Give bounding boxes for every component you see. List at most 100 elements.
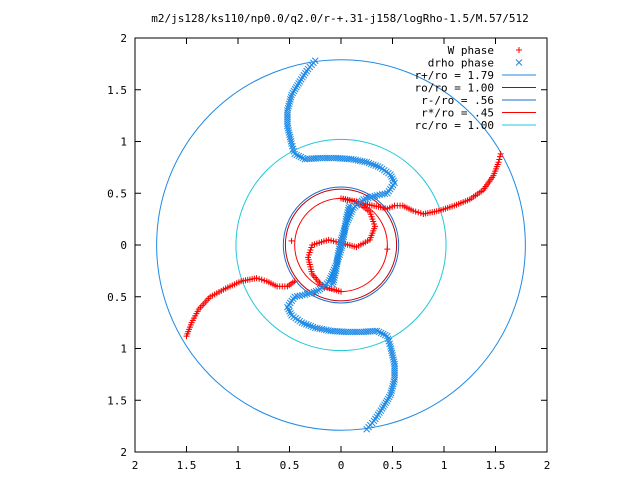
data-point <box>364 194 372 202</box>
data-point <box>387 345 395 352</box>
data-point <box>303 290 311 298</box>
data-point <box>381 401 388 409</box>
x-tick-label: 1.5 <box>486 459 506 472</box>
data-point <box>372 162 380 170</box>
data-point <box>285 100 293 108</box>
data-point <box>325 278 332 286</box>
data-point <box>258 276 265 283</box>
y-tick-label: 0.5 <box>107 187 127 200</box>
data-point <box>516 47 522 53</box>
y-tick-label: 0 <box>120 239 127 252</box>
data-point <box>288 91 295 99</box>
legend-label: W phase <box>448 44 494 57</box>
data-point <box>345 202 353 210</box>
data-point <box>288 237 295 244</box>
data-point <box>299 291 306 299</box>
legend-label: drho phase <box>428 57 494 70</box>
data-point <box>285 102 292 110</box>
data-point <box>294 81 301 89</box>
y-tick-label: 2 <box>120 32 127 45</box>
data-point <box>328 270 336 278</box>
data-point <box>496 156 503 163</box>
data-point <box>367 160 375 168</box>
data-point <box>289 89 297 97</box>
data-point <box>326 276 333 284</box>
reference-circle <box>156 59 526 431</box>
data-point <box>311 324 319 332</box>
data-point <box>291 85 299 93</box>
y-tick-label: 1 <box>120 136 127 149</box>
data-point <box>495 159 502 166</box>
data-point <box>496 153 503 160</box>
reference-circle <box>282 186 400 304</box>
legend-label: r-/ro = .56 <box>421 94 494 107</box>
data-point <box>381 190 389 198</box>
data-point <box>387 171 394 178</box>
y-tick-label: 2 <box>120 446 127 459</box>
data-point <box>383 189 391 197</box>
data-point <box>263 278 270 285</box>
data-point <box>497 150 504 157</box>
legend-label: r+/ro = 1.79 <box>415 69 494 82</box>
x-tick-label: 1 <box>235 459 242 472</box>
data-point <box>410 207 417 214</box>
x-axis: 2 1.5 1 0.5 0 0.5 1 1.5 2 <box>132 38 550 472</box>
data-point <box>292 83 300 91</box>
legend-label: rc/ro = 1.00 <box>415 119 494 132</box>
data-point <box>389 382 397 390</box>
data-point <box>301 291 309 299</box>
data-point <box>286 307 293 315</box>
data-point <box>333 260 340 267</box>
data-point <box>306 289 313 297</box>
data-point <box>373 191 381 199</box>
data-point <box>327 272 335 280</box>
data-point <box>377 329 385 337</box>
data-point <box>369 193 376 201</box>
series-layer <box>183 57 504 433</box>
data-point <box>388 385 396 392</box>
x-tick-label: 1.5 <box>177 459 197 472</box>
data-point <box>290 87 298 95</box>
data-point <box>363 158 371 166</box>
data-point <box>302 320 310 328</box>
data-point <box>333 257 341 265</box>
x-tick-label: 1 <box>441 459 448 472</box>
data-point <box>309 323 317 331</box>
y-tick-label: 1.5 <box>107 394 127 407</box>
data-point <box>376 191 383 199</box>
data-point <box>291 293 299 301</box>
data-point <box>332 262 340 270</box>
data-point <box>330 266 338 274</box>
data-point <box>308 289 315 296</box>
data-point <box>370 161 377 169</box>
data-point <box>329 268 337 276</box>
data-point <box>291 150 299 158</box>
data-point <box>384 395 392 403</box>
data-point <box>296 78 304 85</box>
data-point <box>390 380 397 388</box>
data-point <box>183 333 190 340</box>
data-point <box>361 158 368 166</box>
data-point <box>261 277 268 284</box>
data-point <box>300 320 308 327</box>
data-point <box>374 163 382 170</box>
reference-circle <box>284 188 398 302</box>
x-tick-label: 0.5 <box>280 459 300 472</box>
legend-label: ro/ro = 1.00 <box>415 82 494 95</box>
data-point <box>380 403 387 410</box>
data-point <box>335 253 343 261</box>
data-point <box>388 387 395 394</box>
y-tick-label: 1 <box>120 343 127 356</box>
data-point <box>362 195 370 203</box>
data-point <box>387 389 395 397</box>
data-point <box>293 292 301 300</box>
data-point <box>389 175 396 183</box>
data-point <box>367 194 374 201</box>
data-point <box>295 80 302 87</box>
data-point <box>293 151 301 159</box>
data-point <box>329 280 337 288</box>
data-point <box>287 309 294 317</box>
reference-circle <box>235 138 447 352</box>
